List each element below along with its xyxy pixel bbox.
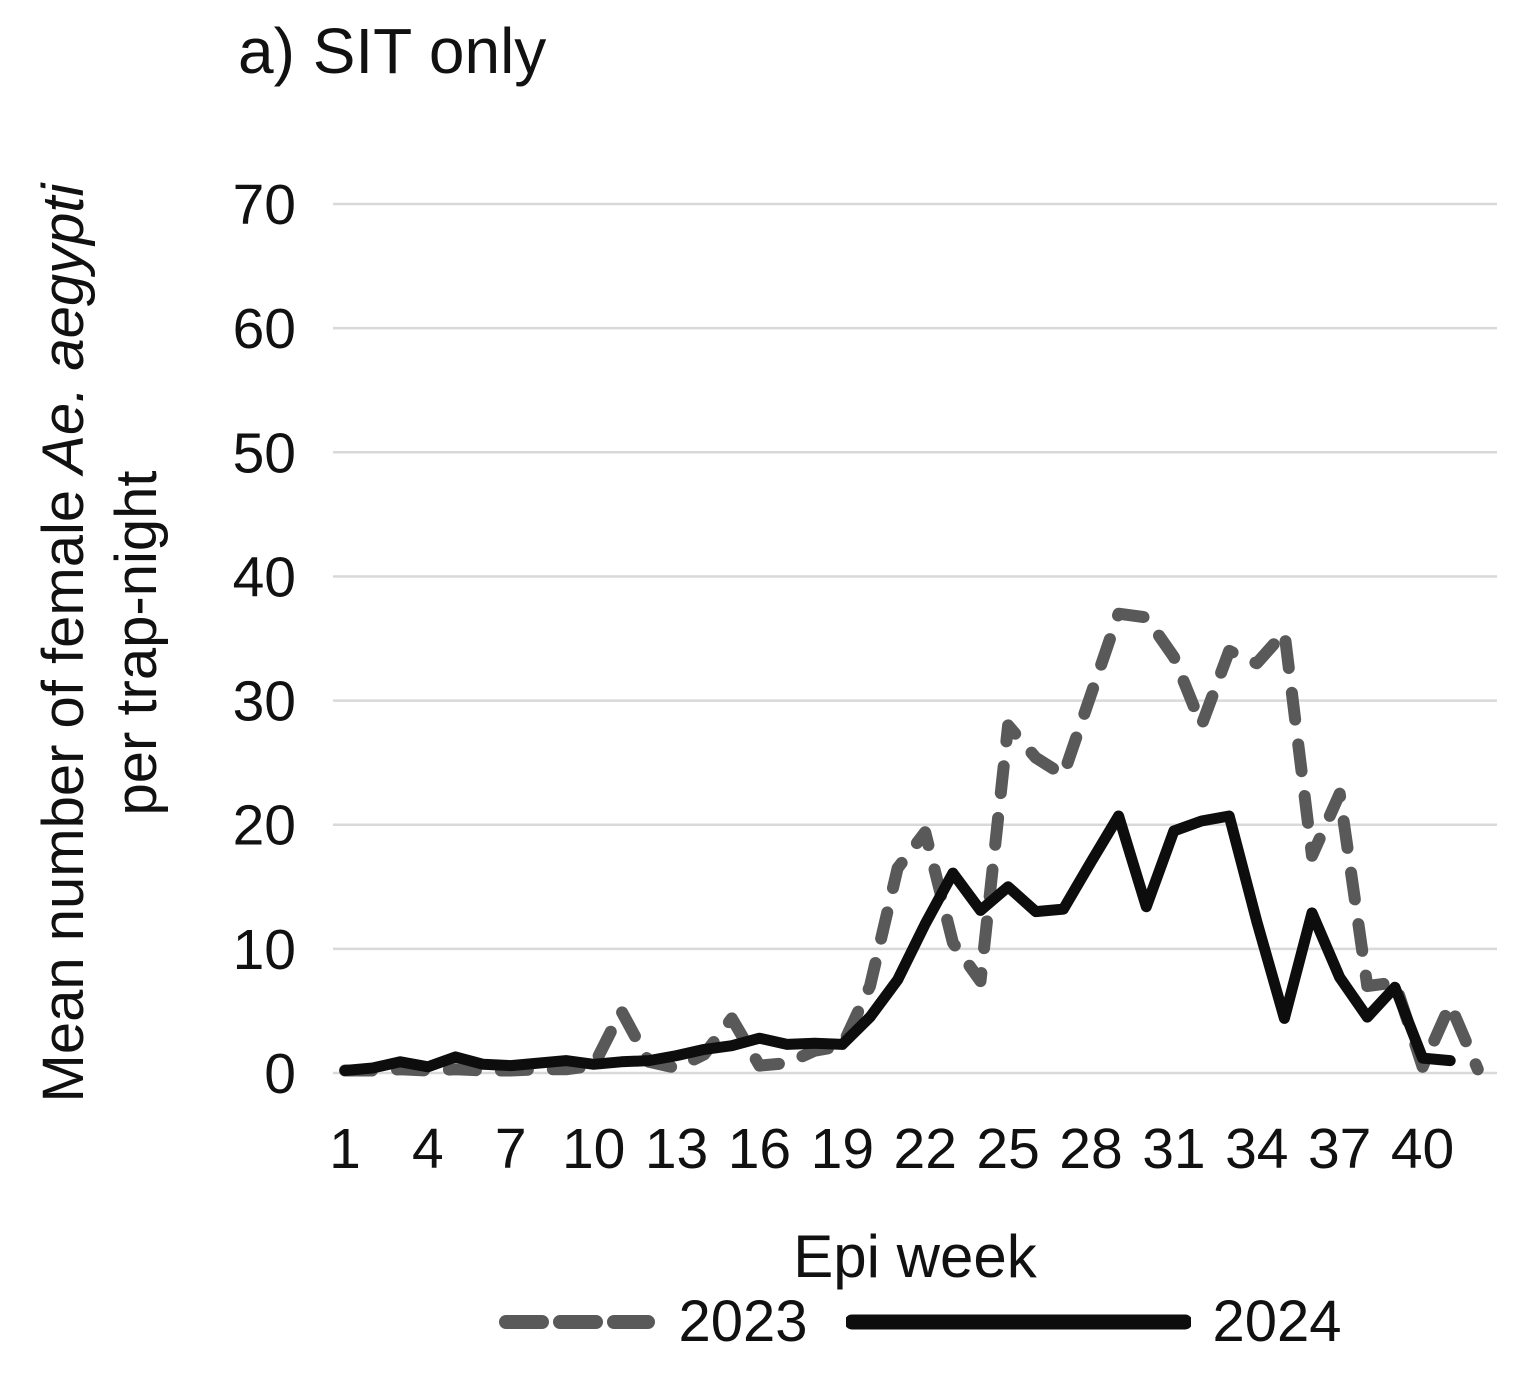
y-tick-label-20: 20 <box>233 794 296 858</box>
y-tick-label-40: 40 <box>233 545 296 609</box>
y-tick-label-30: 30 <box>233 670 296 734</box>
y-tick-label-10: 10 <box>233 918 296 982</box>
x-tick-label-34: 34 <box>1225 1117 1288 1181</box>
x-tick-label-19: 19 <box>811 1117 874 1181</box>
legend-dashed-line-icon <box>499 1314 656 1329</box>
x-tick-label-25: 25 <box>976 1117 1039 1181</box>
legend-item-2024: 2024 <box>845 1288 1342 1355</box>
chart-title: a) SIT only <box>238 15 547 87</box>
x-tick-label-7: 7 <box>495 1117 527 1181</box>
x-tick-label-1: 1 <box>329 1117 361 1181</box>
legend-label-2024: 2024 <box>1212 1289 1342 1354</box>
legend: 2023 2024 <box>0 1288 1525 1355</box>
y-tick-label-70: 70 <box>233 173 296 237</box>
legend-item-2023: 2023 <box>498 1288 808 1355</box>
x-tick-label-22: 22 <box>894 1117 957 1181</box>
x-axis-label: Epi week <box>793 1223 1037 1290</box>
x-tick-label-31: 31 <box>1142 1117 1205 1181</box>
legend-solid-line-icon <box>845 1314 1191 1329</box>
x-tick-label-10: 10 <box>562 1117 625 1181</box>
y-tick-label-60: 60 <box>233 297 296 361</box>
x-tick-label-37: 37 <box>1308 1117 1371 1181</box>
y-tick-label-50: 50 <box>233 421 296 485</box>
x-tick-label-13: 13 <box>645 1117 708 1181</box>
x-tick-label-16: 16 <box>728 1117 791 1181</box>
y-tick-label-0: 0 <box>264 1042 296 1106</box>
series-line-2024 <box>339 810 1456 1076</box>
x-tick-label-28: 28 <box>1059 1117 1122 1181</box>
series-line-2023 <box>339 607 1484 1077</box>
x-tick-label-40: 40 <box>1391 1117 1454 1181</box>
legend-label-2023: 2023 <box>678 1289 808 1354</box>
x-tick-label-4: 4 <box>412 1117 444 1181</box>
